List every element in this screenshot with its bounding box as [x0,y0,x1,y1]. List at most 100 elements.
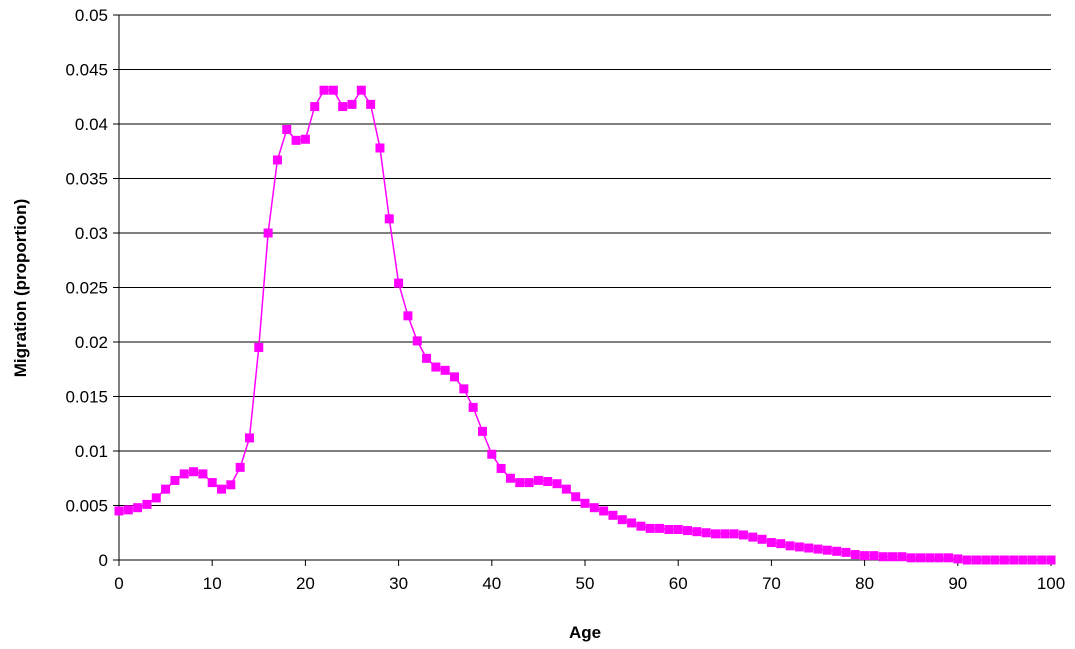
data-point [757,534,767,544]
data-point [347,99,357,109]
y-tick-label: 0.035 [65,170,108,189]
data-point [515,478,525,488]
data-point [300,134,310,144]
data-point [366,99,376,109]
gridlines [119,14,1051,506]
y-tick-label: 0.04 [75,115,108,134]
data-point [785,541,795,551]
data-point [450,372,460,382]
data-point [244,433,254,443]
x-tick-label: 20 [296,574,315,593]
data-point [673,524,683,534]
data-point [1037,555,1047,565]
data-point [291,135,301,145]
data-point [710,529,720,539]
data-point [189,467,199,477]
data-point [468,402,478,412]
data-point [384,214,394,224]
data-point [850,550,860,560]
data-point [170,475,180,485]
data-point [636,521,646,531]
data-point [217,484,227,494]
data-point [496,463,506,473]
data-point [412,336,422,346]
data-point [822,545,832,555]
x-axis-title: Age [569,623,601,642]
data-point [328,85,338,95]
y-axis-title: Migration (proportion) [11,199,30,377]
data-point [1009,555,1019,565]
data-point [226,480,236,490]
x-tick-label: 80 [855,574,874,593]
data-point [487,449,497,459]
data-point [720,529,730,539]
data-point [505,473,515,483]
data-point [254,342,264,352]
data-point [422,353,432,363]
data-point [766,538,776,548]
data-point [114,506,124,516]
data-point [990,555,1000,565]
data-point [403,311,413,321]
data-point [319,85,329,95]
data-point [207,478,217,488]
data-point [272,155,282,165]
data-point [748,532,758,542]
data-point [878,552,888,562]
x-tick-label: 90 [948,574,967,593]
y-tick-label: 0.03 [75,224,108,243]
data-point [804,543,814,553]
axes [113,14,1052,566]
data-point [356,85,366,95]
data-point [263,228,273,238]
data-point [627,518,637,528]
data-point [683,526,693,536]
data-point [701,528,711,538]
x-tick-label: 30 [389,574,408,593]
data-point [589,503,599,513]
data-point [888,552,898,562]
x-tick-label: 10 [203,574,222,593]
series-line [118,88,1051,561]
data-point [860,551,870,561]
data-point [1027,555,1037,565]
data-point [897,552,907,562]
data-point [543,477,553,487]
data-point [981,555,991,565]
data-point [533,475,543,485]
data-point [645,523,655,533]
data-point [477,426,487,436]
data-point [459,384,469,394]
x-tick-label: 40 [482,574,501,593]
data-point [608,510,618,520]
data-point [813,544,823,554]
x-tick-label: 60 [669,574,688,593]
data-point [161,484,171,494]
y-tick-label: 0.02 [75,333,108,352]
data-point [953,554,963,564]
data-point [934,553,944,563]
data-point [664,524,674,534]
y-tick-label: 0 [99,551,108,570]
y-tick-label: 0.05 [75,6,108,25]
data-point [440,365,450,375]
data-point [571,492,581,502]
data-point [282,124,292,134]
data-point [431,362,441,372]
data-point [776,539,786,549]
data-point [375,143,385,153]
data-point [925,553,935,563]
y-tick-label: 0.045 [65,61,108,80]
x-tick-label: 100 [1037,574,1065,593]
y-tick-label: 0.015 [65,388,108,407]
data-point [179,469,189,479]
y-tick-label: 0.025 [65,279,108,298]
data-point [394,278,404,288]
data-point [524,478,534,488]
data-point [832,546,842,556]
data-point [943,553,953,563]
data-point [142,499,152,509]
data-point [906,553,916,563]
data-point [794,542,804,552]
